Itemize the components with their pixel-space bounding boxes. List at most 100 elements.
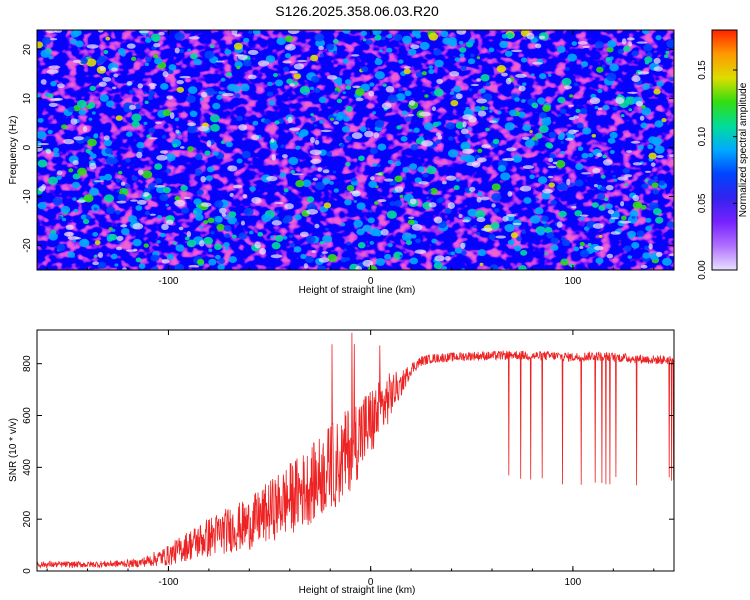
heatmap-cell — [178, 48, 185, 54]
heatmap-cell — [529, 174, 535, 180]
heatmap-cell — [174, 263, 184, 270]
heatmap-cell — [652, 136, 663, 146]
heatmap-cell — [293, 63, 305, 70]
heatmap-cell — [477, 249, 487, 257]
heatmap-cell — [476, 78, 482, 82]
heatmap-cell — [655, 216, 664, 224]
heatmap-cell — [454, 247, 463, 254]
heatmap-cell — [496, 64, 507, 73]
heatmap-cell — [97, 261, 107, 270]
heatmap-cell — [547, 73, 552, 77]
heatmap-cell — [143, 91, 148, 95]
heatmap-cell — [166, 95, 174, 100]
heatmap-cell — [433, 88, 444, 97]
heatmap-cell — [187, 125, 198, 134]
heatmap-cell — [203, 236, 214, 245]
heatmap-cell — [436, 198, 443, 204]
heatmap-cell — [396, 125, 402, 130]
heatmap-cell — [235, 93, 241, 98]
heatmap-cell — [524, 139, 535, 148]
heatmap-cell — [309, 149, 322, 156]
heatmap-cell — [287, 30, 300, 35]
heatmap-cell — [222, 92, 234, 97]
heatmap-cell — [557, 134, 565, 141]
heatmap-cell — [310, 54, 319, 62]
heatmap-cell — [375, 258, 386, 266]
heatmap-cell — [131, 113, 142, 122]
heatmap-cell — [409, 163, 418, 170]
heatmap-cell — [287, 116, 293, 124]
heatmap-cell — [520, 249, 528, 256]
heatmap-cell — [79, 238, 90, 248]
heatmap-cell — [369, 176, 375, 181]
heatmap-cell — [319, 240, 325, 245]
heatmap-cell — [569, 94, 574, 98]
heatmap-cell — [386, 33, 393, 39]
heatmap-cell — [325, 227, 329, 231]
heatmap-cell — [476, 196, 482, 203]
heatmap-cell — [639, 115, 645, 121]
heatmap-cell — [587, 243, 592, 247]
heatmap-cell — [628, 108, 633, 112]
colorbar-tick-label: 0.15 — [697, 60, 708, 80]
heatmap-cell — [72, 239, 76, 243]
heatmap-cell — [404, 116, 412, 122]
heatmap-cell — [653, 57, 661, 64]
heatmap-cell — [621, 38, 627, 45]
heatmap-cell — [214, 243, 223, 250]
heatmap-cell — [362, 38, 367, 42]
heatmap-cell — [279, 172, 286, 178]
heatmap-cell — [382, 83, 387, 87]
heatmap-cell — [143, 187, 151, 194]
heatmap-cell — [401, 110, 408, 116]
heatmap-cell — [507, 239, 515, 246]
heatmap-cell — [215, 254, 221, 260]
heatmap-cell — [257, 231, 264, 237]
heatmap-cell — [535, 132, 543, 139]
heatmap-cell — [131, 175, 138, 181]
heatmap-cell — [99, 175, 106, 181]
heatmap-cell — [223, 225, 232, 232]
heatmap-cell — [431, 106, 436, 112]
heatmap-cell — [56, 175, 62, 180]
heatmap-cell — [248, 74, 257, 80]
heatmap-cell — [148, 83, 157, 87]
heatmap-cell — [159, 232, 166, 238]
heatmap-cell — [368, 209, 373, 213]
heatmap-cell — [368, 90, 375, 97]
heatmap-cell — [414, 249, 427, 254]
heatmap-cell — [73, 208, 79, 213]
heatmap-cell — [116, 235, 124, 241]
heatmap-cell — [252, 30, 261, 36]
heatmap-cell — [565, 137, 574, 141]
heatmap-cell — [318, 257, 330, 263]
heatmap-cell — [372, 163, 377, 167]
heatmap-cell — [174, 195, 181, 201]
heatmap-cell — [240, 220, 245, 226]
heatmap-cell — [321, 251, 329, 254]
snr-x-axis-title: Height of straight line (km) — [299, 585, 416, 596]
heatmap-cell — [47, 129, 53, 135]
heatmap-cell — [369, 228, 380, 237]
heatmap-cell — [118, 170, 123, 175]
heatmap-cell — [606, 253, 614, 259]
heatmap-cell — [374, 58, 383, 66]
heatmap-cell — [93, 207, 98, 211]
heatmap-cell — [514, 84, 520, 89]
heatmap-cell — [592, 223, 604, 229]
heatmap-cell — [318, 45, 325, 51]
heatmap-cell — [380, 228, 389, 236]
heatmap-cell — [462, 121, 467, 128]
heatmap-cell — [132, 223, 144, 230]
heatmap-cell — [538, 35, 546, 40]
heatmap-cell — [351, 54, 360, 57]
heatmap-cell — [42, 36, 52, 45]
heatmap-cell — [180, 185, 188, 192]
heatmap-cell — [137, 169, 144, 175]
heatmap-cell — [568, 104, 575, 107]
heatmap-cell — [213, 90, 218, 95]
heatmap-cell — [418, 181, 429, 185]
heatmap-cell — [532, 61, 543, 65]
heatmap-cell — [40, 79, 47, 85]
heatmap-cell — [597, 107, 603, 111]
